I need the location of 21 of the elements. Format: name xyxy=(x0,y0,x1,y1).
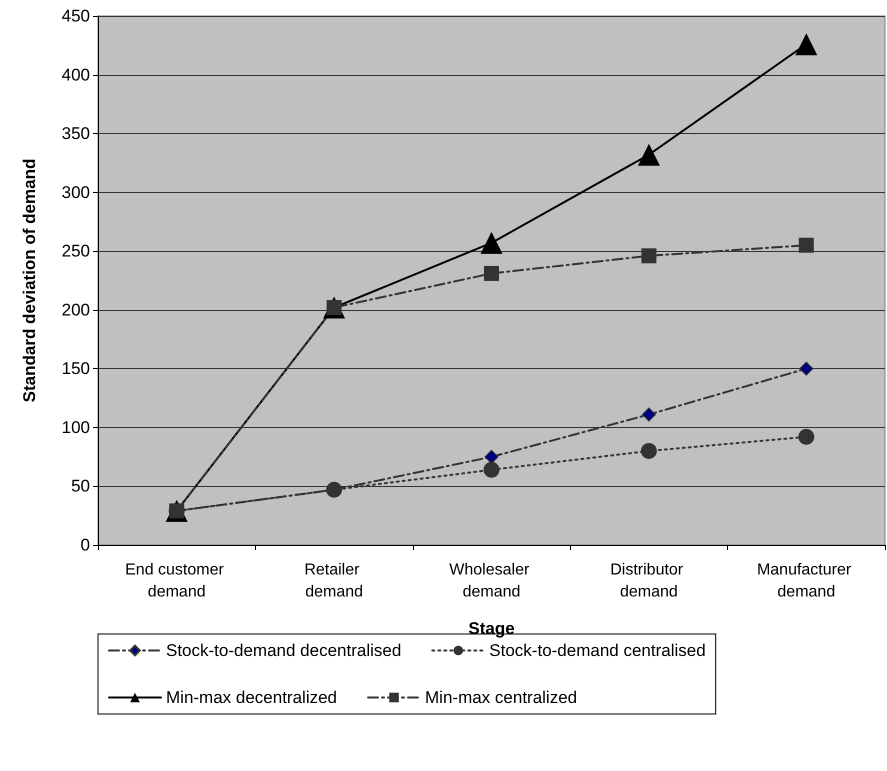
y-tick-label: 0 xyxy=(80,536,90,554)
y-tick-label: 250 xyxy=(62,242,90,261)
legend-label: Min-max decentralized xyxy=(166,688,338,707)
legend-label: Stock-to-demand centralised xyxy=(489,641,706,660)
y-tick-label: 200 xyxy=(62,300,90,320)
x-tick-label: Manufacturer demand xyxy=(756,562,856,600)
y-tick-label: 300 xyxy=(62,182,90,202)
legend-label: Stock-to-demand decentralised xyxy=(166,641,402,660)
y-axis-title: Standard deviation of demand xyxy=(20,158,39,402)
x-axis-title: Stage xyxy=(468,619,515,638)
y-tick-label: 50 xyxy=(71,476,90,496)
y-tick-label: 400 xyxy=(62,65,90,84)
y-tick-label: 150 xyxy=(62,359,90,378)
y-tick-label: 350 xyxy=(62,124,90,144)
x-tick-label: Retailer demand xyxy=(304,562,364,600)
y-tick-label: 100 xyxy=(62,418,90,437)
legend-label: Min-max centralized xyxy=(425,688,578,707)
x-tick-label: End customer demand xyxy=(125,562,228,600)
y-tick-label: 450 xyxy=(62,6,90,26)
x-tick-label: Wholesaler demand xyxy=(449,562,534,600)
x-tick-label: Distributor demand xyxy=(610,562,688,600)
